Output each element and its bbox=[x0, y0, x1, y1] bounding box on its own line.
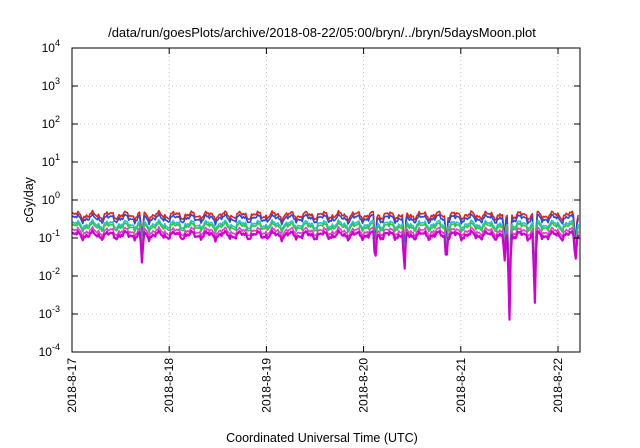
x-tick-label: 2018-8-20 bbox=[357, 358, 371, 413]
series-line bbox=[71, 221, 580, 313]
y-tick-label: 104 bbox=[42, 38, 60, 55]
x-tick-label: 2018-8-18 bbox=[162, 358, 176, 413]
x-tick-label: 2018-8-21 bbox=[454, 358, 468, 413]
y-tick-label: 101 bbox=[42, 152, 60, 169]
y-tick-label: 10-3 bbox=[39, 304, 60, 321]
series-line bbox=[71, 225, 580, 317]
y-tick-label: 102 bbox=[42, 114, 60, 131]
series-line bbox=[71, 229, 580, 321]
series-line bbox=[71, 212, 580, 304]
series-group bbox=[71, 209, 580, 321]
x-tick-label: 2018-8-22 bbox=[551, 358, 565, 413]
x-axis: 2018-8-17 2018-8-18 2018-8-19 2018-8-20 2018… bbox=[65, 48, 565, 413]
x-tick-label: 2018-8-17 bbox=[65, 358, 79, 413]
x-axis-label: Coordinated Universal Time (UTC) bbox=[226, 431, 418, 445]
grid bbox=[72, 48, 580, 352]
series-line bbox=[71, 209, 580, 301]
x-tick-label: 2018-8-19 bbox=[259, 358, 273, 413]
y-tick-label: 10-2 bbox=[39, 266, 60, 283]
chart-title: /data/run/goesPlots/archive/2018-08-22/0… bbox=[108, 25, 536, 40]
y-tick-label: 10-1 bbox=[39, 228, 60, 245]
y-tick-label: 100 bbox=[42, 190, 60, 207]
y-tick-label: 10-4 bbox=[39, 342, 60, 359]
y-tick-label: 103 bbox=[42, 76, 60, 93]
y-axis: 10-4 10-3 10-2 10-1 100 101 102 103 104 bbox=[39, 38, 580, 359]
series-line bbox=[71, 218, 580, 310]
y-axis-label: cGy/day bbox=[22, 176, 36, 223]
